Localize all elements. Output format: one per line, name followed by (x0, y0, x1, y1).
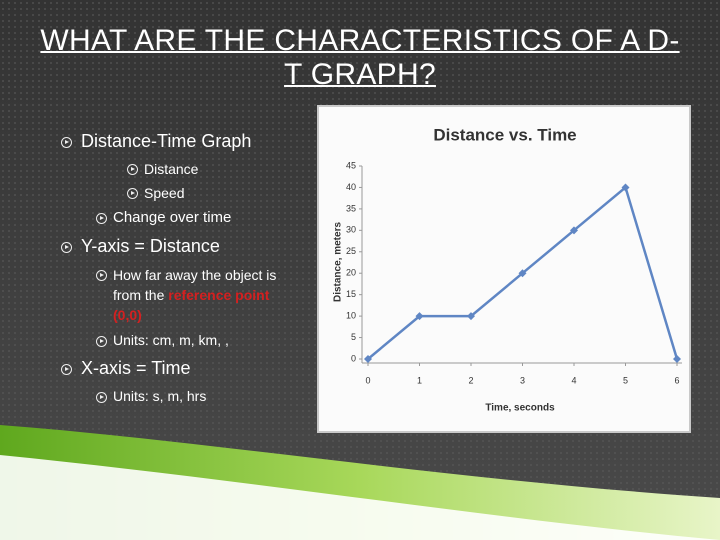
y-tick-label: 5 (351, 332, 356, 342)
sub-bullet: Units: s, m, hrs (113, 388, 207, 404)
y-tick-label: 20 (346, 268, 356, 278)
x-tick-label: 1 (417, 375, 422, 385)
x-tick-label: 3 (520, 375, 525, 385)
sub-bullet: Change over time (113, 209, 232, 226)
bullet-icon (61, 242, 72, 253)
sub-bullet: Units: cm, m, km, , (113, 332, 229, 348)
x-tick-label: 2 (468, 375, 473, 385)
x-tick-label: 5 (623, 375, 628, 385)
highlight-text: reference point (0,0) (113, 287, 270, 323)
slide-title: WHAT ARE THE CHARACTERISTICS OF A D-T GR… (40, 24, 680, 91)
bullet-icon (96, 336, 107, 347)
y-tick-label: 0 (351, 353, 356, 363)
y-axis-label: Distance, meters (333, 222, 344, 302)
bullet-icon (61, 364, 72, 375)
chart-title: Distance vs. Time (433, 125, 576, 144)
y-tick-label: 45 (346, 160, 356, 170)
sub-bullet: Distance (144, 161, 199, 177)
bullet: X-axis = Time (81, 358, 191, 378)
y-tick-label: 30 (346, 225, 356, 235)
data-point (621, 183, 630, 192)
data-point (673, 355, 681, 363)
bullet-icon (96, 270, 107, 281)
sub-bullet-text: How far away the object is from the (113, 267, 277, 303)
y-tick-label: 10 (346, 310, 356, 320)
data-point (364, 355, 372, 363)
data-point (415, 312, 424, 321)
y-tick-label: 25 (346, 246, 356, 256)
bullet-icon (127, 164, 138, 175)
chart: Distance vs. Time Time, seconds Distance… (317, 105, 691, 433)
data-point (518, 269, 527, 278)
x-axis-label: Time, seconds (485, 403, 555, 414)
bullet-icon (127, 188, 138, 199)
data-point (570, 226, 578, 235)
chart-frame (317, 105, 691, 433)
y-tick-label: 40 (346, 182, 356, 192)
y-tick-label: 15 (346, 289, 356, 299)
data-point (467, 312, 475, 321)
bullet: Y-axis = Distance (81, 236, 220, 256)
bullet: Distance-Time Graph (81, 131, 252, 151)
sub-bullet: Speed (144, 185, 185, 201)
bullet-icon (96, 392, 107, 403)
white-swoosh (0, 455, 720, 540)
bullet-icon (96, 213, 107, 224)
x-tick-label: 4 (571, 375, 576, 385)
bullet-icon (61, 137, 72, 148)
x-tick-label: 6 (674, 375, 679, 385)
x-tick-label: 0 (365, 375, 370, 385)
y-tick-label: 35 (346, 203, 356, 213)
sub-bullet: How far away the object is from the refe… (113, 265, 278, 325)
